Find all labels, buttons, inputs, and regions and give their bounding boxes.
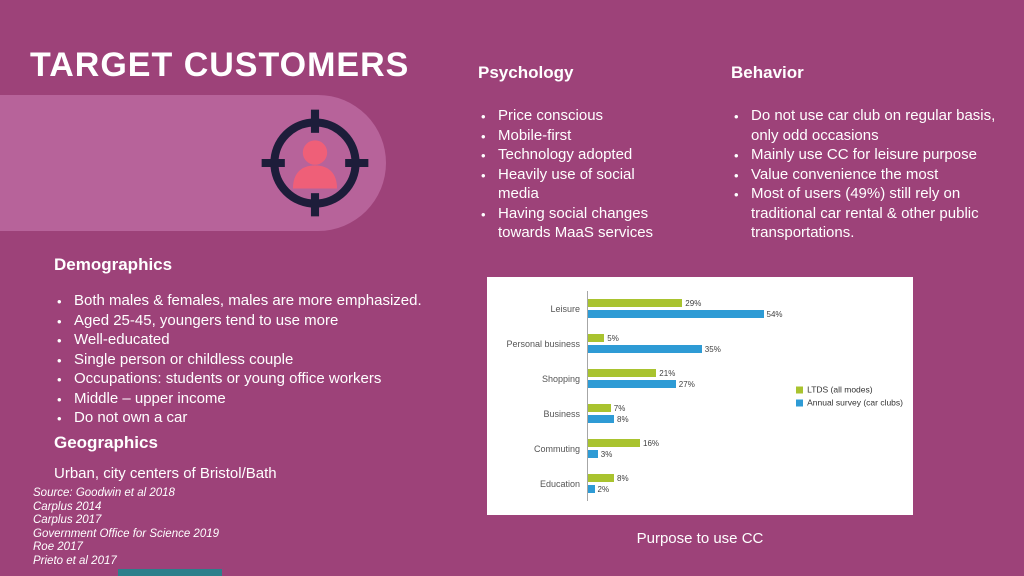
behavior-bullet-list: Do not use car club on regular basis, on…: [731, 106, 1003, 243]
legend-swatch: [796, 386, 804, 393]
chart-value-label: 54%: [766, 309, 783, 319]
chart-bar: [588, 380, 676, 388]
chart-bar: [588, 415, 614, 423]
chart-value-label: 35%: [704, 344, 721, 354]
source-line: Government Office for Science 2019: [33, 527, 220, 540]
chart-bar: [588, 485, 595, 493]
bullet-item: Both males & females, males are more emp…: [54, 291, 468, 311]
source-line: Source: Goodwin et al 2018: [33, 487, 175, 499]
geographics-text: Urban, city centers of Bristol/Bath: [54, 465, 277, 482]
demographics-bullet-list: Both males & females, males are more emp…: [54, 291, 468, 428]
chart-category-label: Business: [543, 408, 580, 419]
source-line: Carplus 2014: [33, 500, 102, 513]
chart-bar: [588, 334, 605, 342]
chart-value-label: 2%: [597, 484, 610, 494]
chart-category-label: Personal business: [506, 338, 580, 349]
chart-value-label: 29%: [685, 298, 702, 308]
chart-row: Business 7% 8%: [497, 396, 799, 431]
behavior-heading: Behavior: [731, 63, 804, 82]
psychology-heading: Psychology: [478, 63, 574, 82]
bullet-item: Middle – upper income: [54, 389, 468, 408]
target-icon-svg: [261, 109, 369, 217]
legend-swatch: [796, 399, 804, 406]
chart-bar: [588, 474, 614, 482]
legend-label: LTDS (all modes): [807, 384, 873, 395]
chart-bar: [588, 299, 683, 307]
chart-row: Commuting 16% 3%: [497, 431, 799, 466]
source-line: Prieto et al 2017: [33, 554, 117, 567]
chart-legend: LTDS (all modes) Annual survey (car clubs…: [796, 382, 903, 411]
geographics-section: Geographics Urban, city centers of Brist…: [54, 433, 468, 482]
chart-row: Personal business 5% 35%: [497, 326, 799, 361]
chart-value-label: 7%: [613, 403, 626, 413]
page-title: TARGET CUSTOMERS: [30, 46, 410, 84]
chart-bar-group: 7% 8%: [587, 396, 799, 431]
bullet-item: Well-educated: [54, 330, 468, 350]
legend-label: Annual survey (car clubs): [807, 397, 903, 408]
chart-plot: Leisure 29% 54% Personal business 5% 35% Shopp…: [497, 291, 799, 501]
chart-bar: [588, 404, 611, 412]
bullet-item: Value convenience the most: [731, 165, 1003, 184]
chart-value-label: 8%: [617, 473, 629, 483]
chart-category-label: Commuting: [533, 443, 580, 454]
chart-bar: [588, 369, 657, 377]
chart-category-label: Education: [539, 478, 580, 489]
bullet-item: Do not use car club on regular basis, on…: [731, 106, 1003, 145]
psychology-section: Psychology Price consciousMobile-firstTe…: [478, 63, 660, 243]
chart-category-label: Leisure: [550, 303, 580, 314]
source-line: Roe 2017: [33, 541, 83, 553]
bullet-item: Most of users (49%) still rely on tradit…: [731, 184, 1003, 243]
legend-item: LTDS (all modes): [796, 385, 903, 395]
behavior-section: Behavior Do not use car club on regular …: [731, 63, 1003, 243]
bullet-item: Mobile-first: [478, 126, 660, 145]
chart-bar-group: 8% 2%: [587, 466, 799, 501]
bullet-item: Occupations: students or young office wo…: [54, 369, 468, 389]
chart-row: Shopping 21% 27%: [497, 361, 799, 396]
source-line: Carplus 2017: [33, 514, 102, 526]
chart-bar-group: 29% 54%: [587, 291, 799, 326]
bullet-item: Aged 25-45, youngers tend to use more: [54, 311, 468, 330]
purpose-chart: Leisure 29% 54% Personal business 5% 35% Shopp…: [487, 277, 913, 515]
pill-decoration: [0, 95, 386, 231]
chart-value-label: 8%: [617, 414, 629, 424]
chart-row: Education 8% 2%: [497, 466, 799, 501]
bullet-item: Do not own a car: [54, 408, 468, 428]
chart-value-label: 5%: [607, 333, 619, 343]
chart-bar: [588, 310, 764, 318]
chart-bar-group: 16% 3%: [587, 431, 799, 466]
bullet-item: Technology adopted: [478, 145, 660, 165]
bullet-item: Heavily use of social media: [478, 165, 660, 204]
demographics-heading: Demographics: [54, 255, 173, 274]
chart-row: Leisure 29% 54%: [497, 291, 799, 326]
chart-caption: Purpose to use CC: [636, 530, 764, 547]
legend-item: Annual survey (car clubs): [796, 398, 903, 408]
bullet-item: Price conscious: [478, 106, 660, 126]
chart-value-label: 21%: [659, 368, 676, 378]
bullet-item: Mainly use CC for leisure purpose: [731, 145, 1003, 165]
target-customer-icon: [257, 105, 373, 221]
source-citations: Source: Goodwin et al 2018 Carplus 2014 Ca…: [33, 487, 219, 568]
chart-value-label: 3%: [600, 449, 613, 459]
chart-bar: [588, 439, 640, 447]
chart-category-label: Shopping: [541, 373, 580, 384]
chart-bar: [588, 450, 598, 458]
bullet-item: Single person or childless couple: [54, 350, 468, 369]
chart-value-label: 27%: [678, 379, 695, 389]
geographics-heading: Geographics: [54, 433, 158, 452]
demographics-section: Demographics Both males & females, males…: [54, 255, 468, 428]
chart-bar-group: 21% 27%: [587, 361, 799, 396]
chart-bar: [588, 345, 702, 353]
bottom-accent-bar: [118, 569, 222, 576]
psychology-bullet-list: Price consciousMobile-firstTechnology ad…: [478, 106, 660, 243]
bullet-item: Having social changes towards MaaS servi…: [478, 204, 660, 243]
chart-bar-group: 5% 35%: [587, 326, 799, 361]
chart-value-label: 16%: [643, 438, 660, 448]
